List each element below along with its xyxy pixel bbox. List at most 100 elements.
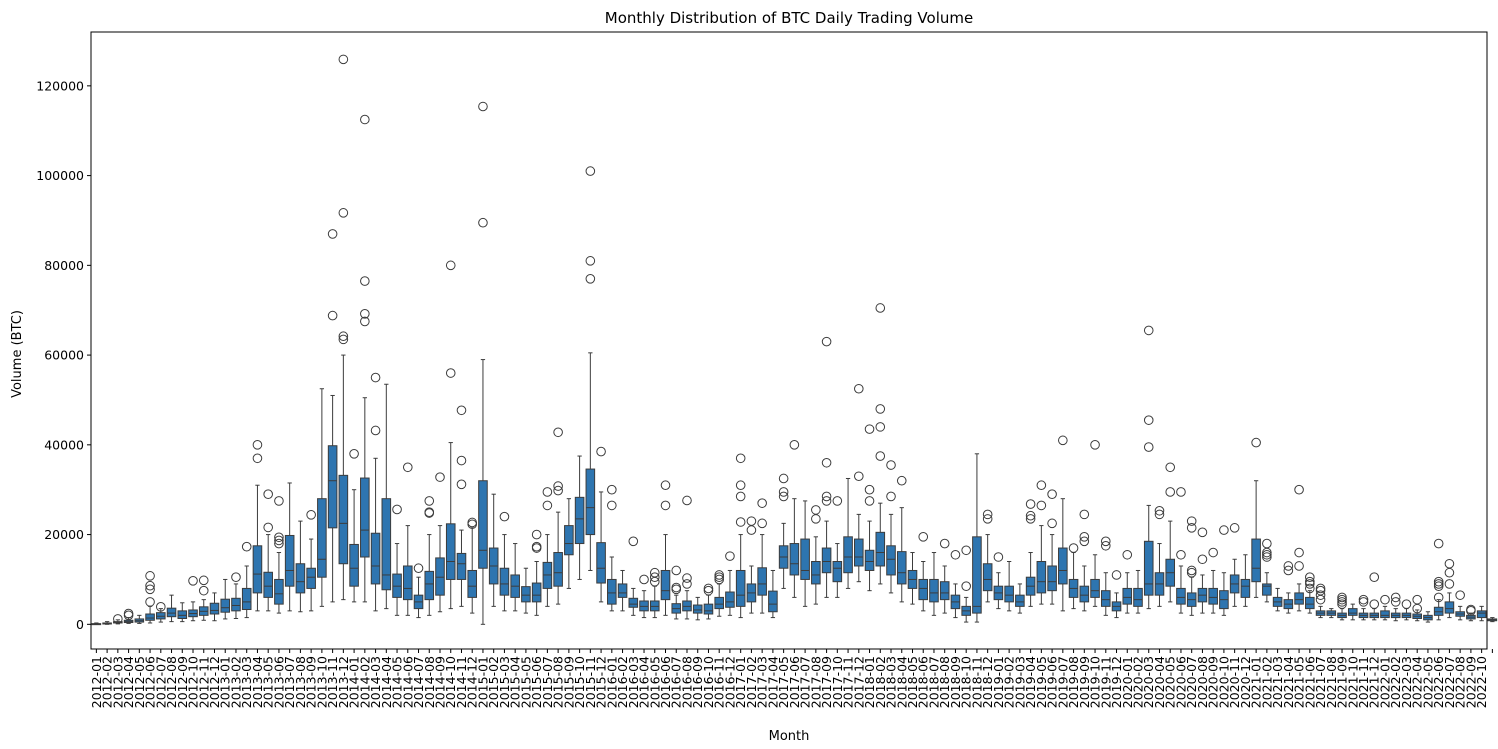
box-iqr <box>918 578 929 601</box>
box-iqr <box>735 569 746 607</box>
outlier-point <box>746 525 757 535</box>
outlier-point <box>811 505 821 515</box>
x-tick-label: 2022-06 <box>1431 656 1446 708</box>
outlier-point <box>1466 604 1476 615</box>
box-2015-01 <box>478 101 488 625</box>
box-2014-12 <box>467 517 478 614</box>
x-tick-label: 2018-05 <box>905 656 920 708</box>
box-2018-02 <box>875 303 886 585</box>
box-2016-06 <box>660 480 671 616</box>
x-tick-label: 2016-04 <box>637 656 652 708</box>
outlier-point <box>231 572 241 583</box>
x-tick-label: 2013-10 <box>314 656 329 708</box>
box-2020-01 <box>1122 549 1133 614</box>
box-2017-02 <box>746 516 757 614</box>
outlier-point <box>660 480 671 491</box>
box-2013-09 <box>306 510 316 612</box>
box-iqr <box>424 570 435 601</box>
outlier-point <box>1433 581 1444 591</box>
box-2015-05 <box>521 567 531 614</box>
outlier-point <box>1208 547 1218 558</box>
outlier-point <box>370 372 381 383</box>
outlier-point <box>1444 567 1455 578</box>
outlier-point <box>628 536 639 547</box>
outlier-point <box>499 511 510 522</box>
outlier-point <box>392 504 402 515</box>
box-2018-04 <box>896 475 907 603</box>
box-iqr <box>864 549 875 571</box>
x-tick-label: 2012-06 <box>143 656 158 708</box>
x-tick-label: 2021-03 <box>1270 656 1285 708</box>
box-iqr <box>263 571 273 598</box>
box-2013-04 <box>252 440 263 612</box>
box-2019-10 <box>1090 440 1100 607</box>
box-2018-03 <box>886 460 896 594</box>
x-tick-label: 2014-06 <box>400 656 415 708</box>
box-iqr <box>209 602 220 615</box>
box-2015-09 <box>564 498 574 589</box>
x-tick-label: 2021-11 <box>1356 656 1371 708</box>
box-2013-11 <box>327 229 338 603</box>
x-tick-label: 2017-06 <box>787 656 802 708</box>
x-tick-label: 2022-01 <box>1377 656 1392 708</box>
box-iqr <box>456 552 467 580</box>
box-iqr <box>875 531 886 567</box>
box-2020-11 <box>1229 523 1240 607</box>
box-2014-07 <box>413 563 424 619</box>
box-iqr <box>821 547 832 574</box>
outlier-point <box>1444 558 1455 569</box>
box-2014-03 <box>370 372 381 612</box>
box-undefined <box>1487 617 1498 623</box>
outlier-point <box>241 541 252 552</box>
box-2018-09 <box>950 549 961 619</box>
outlier-point <box>435 472 445 482</box>
outlier-point <box>757 498 767 508</box>
box-2019-04 <box>1025 499 1036 607</box>
x-tick-label: 2020-08 <box>1195 656 1210 708</box>
outlier-point <box>478 101 488 112</box>
outlier-point <box>531 541 542 552</box>
outlier-point <box>1358 594 1369 605</box>
x-tick-label: 2021-01 <box>1249 656 1264 708</box>
outlier-point <box>1305 579 1315 589</box>
box-2022-05 <box>1423 611 1433 623</box>
box-iqr <box>714 596 724 610</box>
outlier-point <box>252 440 263 450</box>
x-tick-label: 2019-07 <box>1055 656 1070 708</box>
outlier-point <box>553 427 563 438</box>
x-tick-label: 2018-04 <box>894 656 909 708</box>
outlier-point <box>1283 565 1294 576</box>
box-iqr <box>800 538 810 580</box>
outlier-point <box>360 316 370 327</box>
box-2021-03 <box>1272 587 1283 612</box>
outlier-point <box>1197 527 1208 538</box>
box-2015-07 <box>542 487 553 607</box>
x-tick-label: 2012-08 <box>164 656 179 708</box>
outlier-point <box>1186 516 1197 526</box>
outlier-point <box>1305 572 1315 583</box>
outlier-point <box>274 532 284 543</box>
x-tick-label: 2018-10 <box>959 656 974 708</box>
x-tick-label: 2019-04 <box>1023 656 1038 708</box>
x-tick-label: 2020-12 <box>1238 656 1253 708</box>
box-2020-03 <box>1143 325 1154 610</box>
x-tick-label: 2013-07 <box>282 656 297 708</box>
box-2016-09 <box>692 596 703 621</box>
outlier-point <box>1100 536 1111 547</box>
outlier-point <box>875 303 886 313</box>
y-axis-label: Volume (BTC) <box>10 310 25 398</box>
outlier-point <box>145 571 155 581</box>
box-2021-05 <box>1294 484 1304 612</box>
outlier-point <box>703 585 714 596</box>
outlier-point <box>252 453 263 464</box>
x-tick-label: 2015-05 <box>518 656 533 708</box>
x-tick-label: 2019-01 <box>991 656 1006 708</box>
x-tick-label: 2016-05 <box>647 656 662 708</box>
outlier-point <box>725 551 735 561</box>
box-2022-01 <box>1380 594 1390 621</box>
box-2022-07 <box>1444 558 1455 619</box>
box-iqr <box>789 543 800 576</box>
x-tick-label: 2016-09 <box>690 656 705 708</box>
x-tick-label: 2013-08 <box>293 656 308 708</box>
outlier-point <box>1025 510 1036 521</box>
